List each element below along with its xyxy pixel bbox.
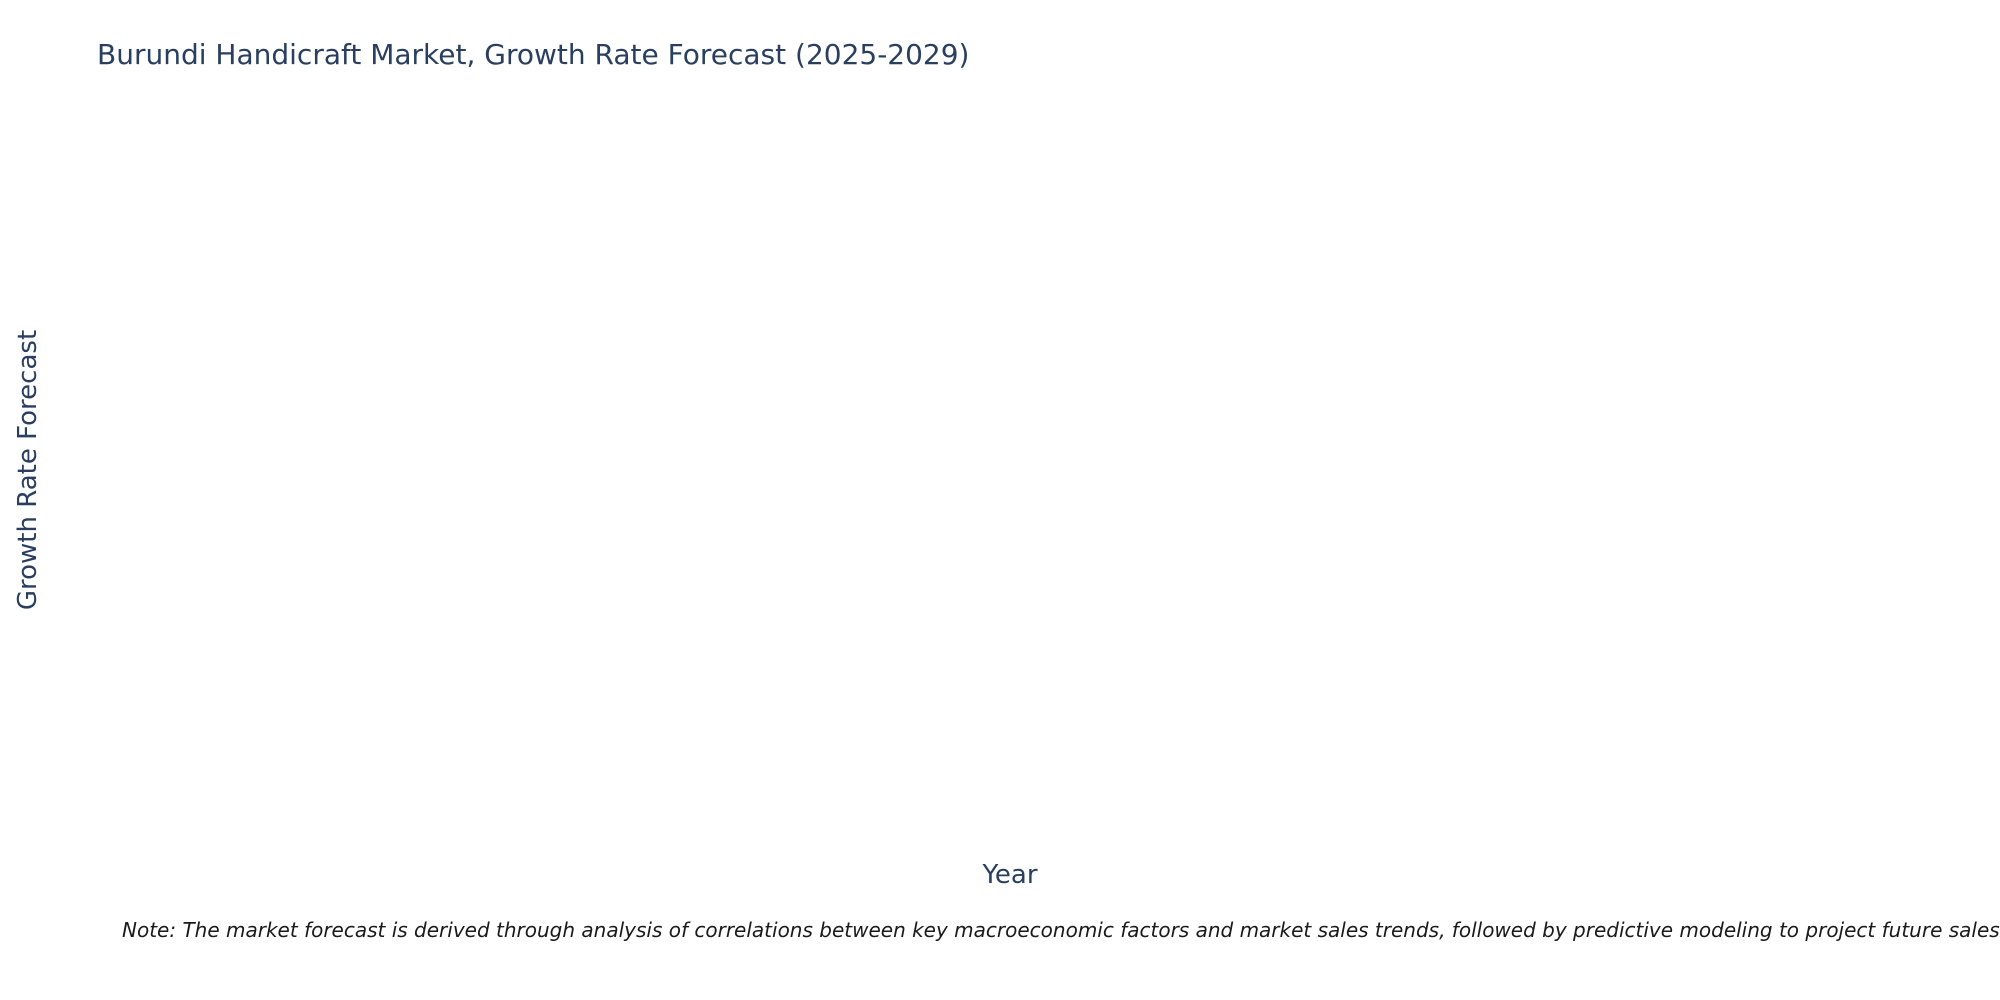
y-axis-title: Growth Rate Forecast (13, 329, 43, 611)
chart-title: Burundi Handicraft Market, Growth Rate F… (97, 38, 970, 71)
note-text: Note: The market forecast is derived thr… (122, 918, 2000, 942)
x-axis-title: Year (982, 860, 1038, 890)
